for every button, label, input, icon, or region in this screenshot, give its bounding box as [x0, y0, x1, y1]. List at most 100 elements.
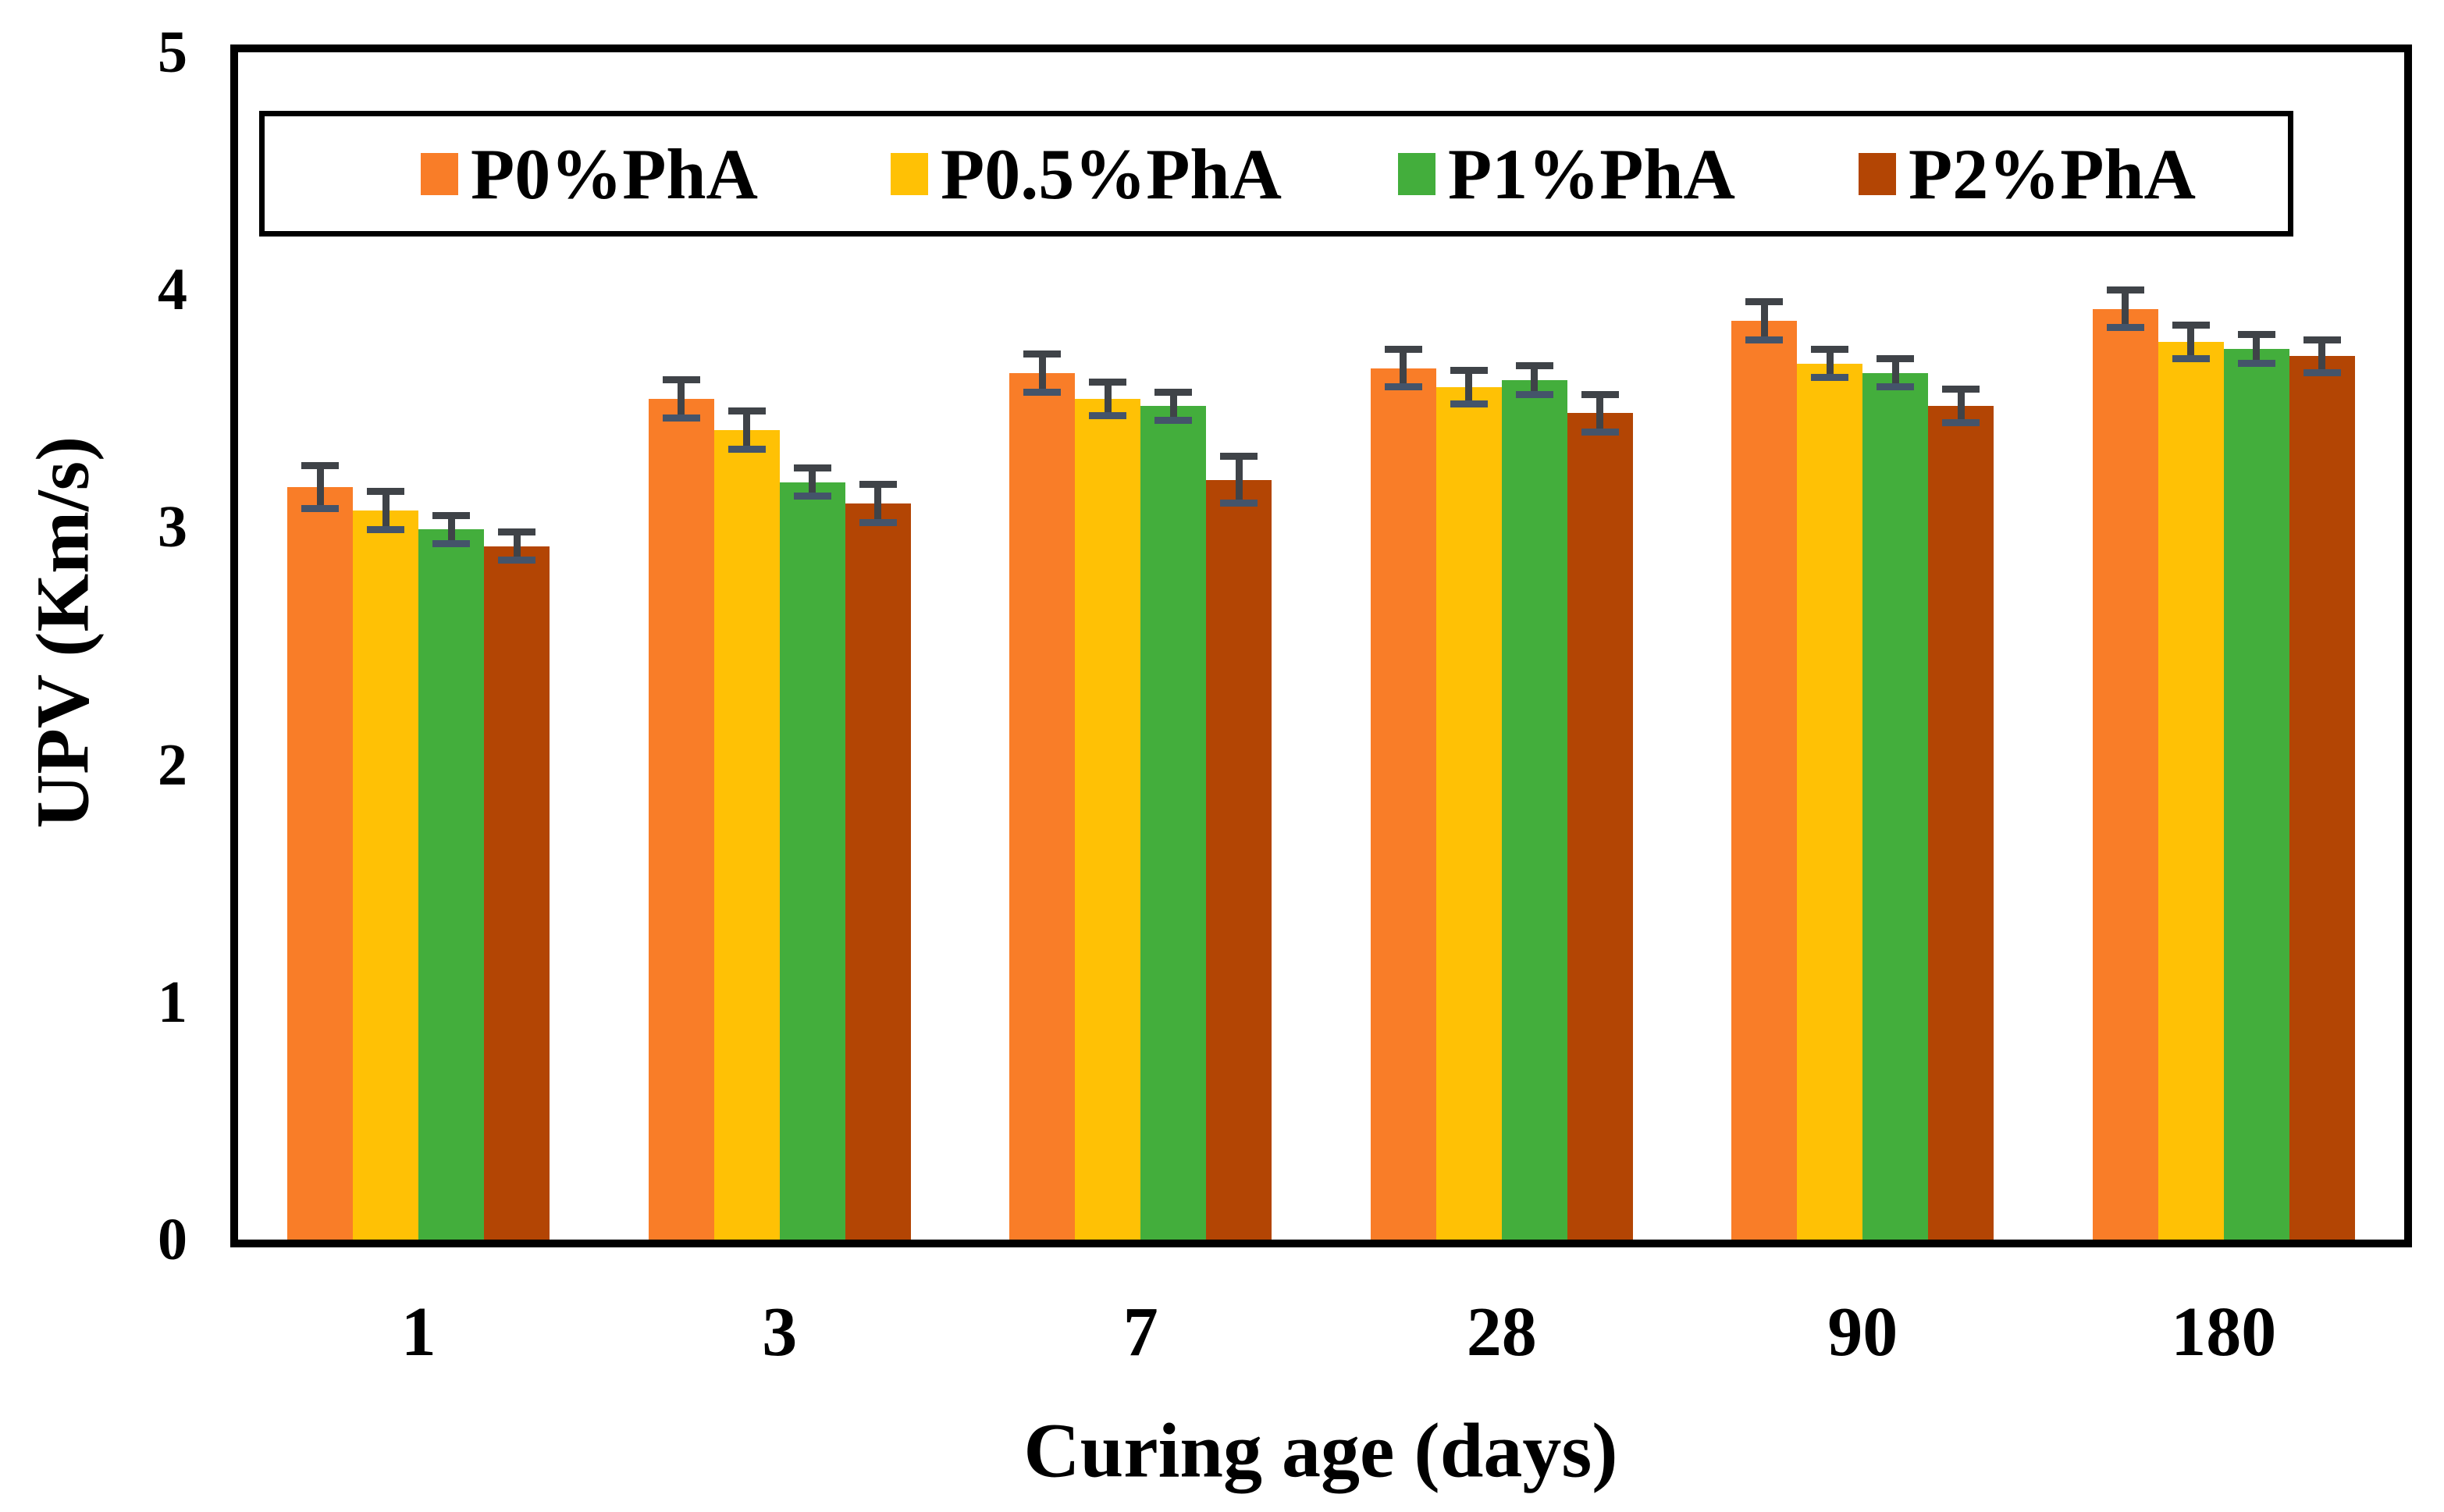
error-bar — [513, 532, 521, 560]
error-bar — [1531, 365, 1539, 395]
error-bar — [1038, 354, 1046, 392]
bar — [484, 546, 550, 1240]
x-tick-label: 28 — [1466, 1293, 1537, 1371]
error-bar-bottom-cap — [1877, 383, 1915, 391]
error-bar — [2318, 340, 2326, 373]
y-tick-label: 1 — [158, 969, 187, 1035]
error-bar-top-cap — [2106, 286, 2144, 294]
legend-entry-p1: P1%PhA — [1398, 116, 1735, 231]
error-bar-top-cap — [1877, 354, 1915, 362]
error-bar — [678, 379, 685, 418]
plot-area-frame — [230, 44, 2412, 1247]
error-bar-top-cap — [1023, 350, 1062, 358]
error-bar — [1760, 301, 1768, 340]
error-bar-top-cap — [859, 481, 897, 489]
error-bar-top-cap — [432, 511, 471, 519]
error-bar-top-cap — [1581, 390, 1619, 398]
bar — [2092, 308, 2158, 1240]
error-bar-top-cap — [301, 461, 340, 469]
legend-swatch-p0 — [421, 152, 458, 195]
bar — [1075, 399, 1141, 1240]
error-bar-top-cap — [2237, 331, 2275, 339]
bar — [1435, 386, 1502, 1240]
error-bar-bottom-cap — [2106, 324, 2144, 332]
error-bar-top-cap — [2303, 336, 2341, 343]
error-bar-bottom-cap — [859, 518, 897, 526]
bar — [418, 529, 485, 1240]
bar — [1928, 406, 1994, 1240]
error-bar-top-cap — [367, 488, 405, 496]
legend-entry-p05: P0.5%PhA — [891, 116, 1282, 231]
error-bar — [1596, 394, 1604, 432]
bar — [1731, 320, 1798, 1240]
error-bar-top-cap — [793, 464, 831, 471]
x-tick-label: 90 — [1827, 1293, 1898, 1371]
error-bar-top-cap — [728, 407, 766, 414]
error-bar-top-cap — [498, 528, 536, 535]
legend-label-p2: P2%PhA — [1909, 133, 2196, 214]
error-bar — [743, 411, 751, 449]
error-bar-top-cap — [1384, 345, 1422, 353]
error-bar-bottom-cap — [367, 525, 405, 533]
bar — [353, 511, 419, 1240]
error-bar — [1169, 392, 1177, 421]
error-bar-bottom-cap — [1384, 383, 1422, 391]
error-bar — [1465, 370, 1473, 404]
legend-label-p0: P0%PhA — [471, 133, 758, 214]
bar — [1862, 372, 1929, 1240]
bar — [1370, 368, 1436, 1240]
error-bar — [1957, 389, 1965, 423]
error-bar-top-cap — [1154, 388, 1193, 396]
error-bar-top-cap — [1515, 362, 1553, 370]
bar — [713, 429, 780, 1240]
y-tick-label: 3 — [158, 494, 187, 560]
legend-swatch-p2 — [1859, 152, 1896, 195]
error-bar — [316, 465, 324, 509]
legend-label-p05: P0.5%PhA — [941, 133, 1282, 214]
error-bar-bottom-cap — [1220, 500, 1258, 507]
legend-label-p1: P1%PhA — [1448, 133, 1735, 214]
bar — [1501, 379, 1567, 1240]
error-bar-bottom-cap — [1942, 419, 1980, 427]
error-bar — [1104, 382, 1112, 416]
error-bar-bottom-cap — [1089, 411, 1127, 419]
error-bar-bottom-cap — [662, 414, 700, 422]
error-bar-top-cap — [1745, 297, 1784, 305]
bar — [1140, 406, 1207, 1240]
error-bar — [874, 484, 882, 523]
bar — [2158, 342, 2224, 1240]
error-bar-top-cap — [662, 376, 700, 384]
bar — [2223, 349, 2289, 1240]
error-bar — [1826, 349, 1834, 378]
error-bar-top-cap — [1811, 345, 1849, 353]
error-bar — [1400, 349, 1407, 387]
bar — [1206, 479, 1272, 1240]
x-tick-label: 7 — [1122, 1293, 1158, 1371]
error-bar-bottom-cap — [1811, 374, 1849, 382]
error-bar — [2253, 334, 2261, 364]
x-tick-label: 1 — [400, 1293, 436, 1371]
error-bar-bottom-cap — [1023, 388, 1062, 396]
y-tick-label: 2 — [158, 731, 187, 798]
legend-entry-p0: P0%PhA — [421, 116, 758, 231]
error-bar — [1891, 358, 1899, 387]
y-tick-label: 0 — [158, 1207, 187, 1272]
error-bar-bottom-cap — [1515, 390, 1553, 398]
bar — [1797, 363, 1863, 1240]
error-bar — [382, 491, 390, 530]
error-bar — [2187, 325, 2195, 359]
x-tick-label: 3 — [762, 1293, 798, 1371]
error-bar-bottom-cap — [1154, 417, 1193, 424]
bar — [845, 503, 911, 1240]
x-tick-label: 180 — [2171, 1293, 2277, 1371]
bar — [1567, 413, 1633, 1240]
error-bar-bottom-cap — [2303, 369, 2341, 377]
error-bar-top-cap — [1089, 379, 1127, 386]
error-bar-bottom-cap — [1745, 336, 1784, 343]
bar — [648, 399, 714, 1240]
y-tick-label: 5 — [158, 20, 187, 85]
error-bar-bottom-cap — [1581, 429, 1619, 436]
error-bar-top-cap — [1450, 367, 1488, 375]
legend: P0%PhA P0.5%PhA P1%PhA P2%PhA — [259, 111, 2293, 237]
